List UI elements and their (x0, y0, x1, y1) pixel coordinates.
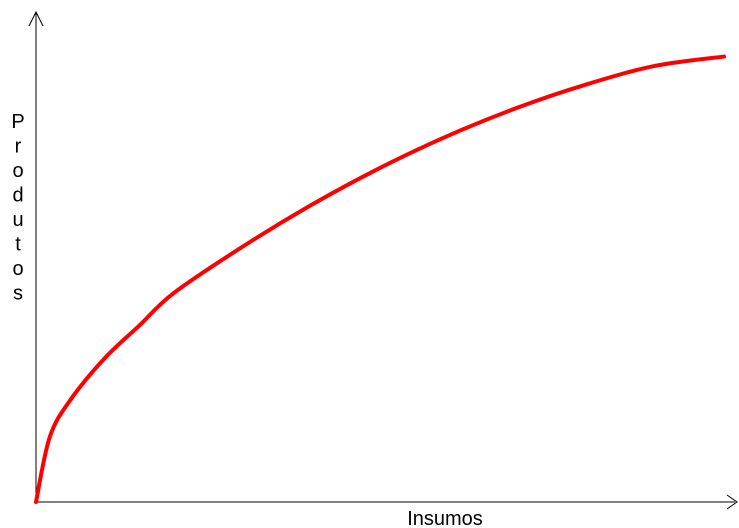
y-axis-label-char: t (15, 234, 21, 256)
x-axis (36, 494, 738, 510)
series-line-0 (34, 54, 726, 504)
y-axis-label-char: P (11, 111, 24, 133)
y-axis-arrow-icon (28, 10, 44, 27)
y-axis (28, 10, 44, 502)
x-axis-label: Insumos (407, 508, 483, 528)
y-axis-label-char: o (12, 258, 23, 280)
curve-layer (34, 54, 726, 504)
y-axis-label-char: u (12, 209, 23, 231)
y-axis-label-char: d (12, 185, 23, 207)
y-axis-label-char: o (12, 160, 23, 182)
x-axis-arrow-icon (726, 494, 738, 510)
y-axis-label-char: r (15, 136, 22, 158)
y-axis-label-char: s (13, 283, 23, 305)
